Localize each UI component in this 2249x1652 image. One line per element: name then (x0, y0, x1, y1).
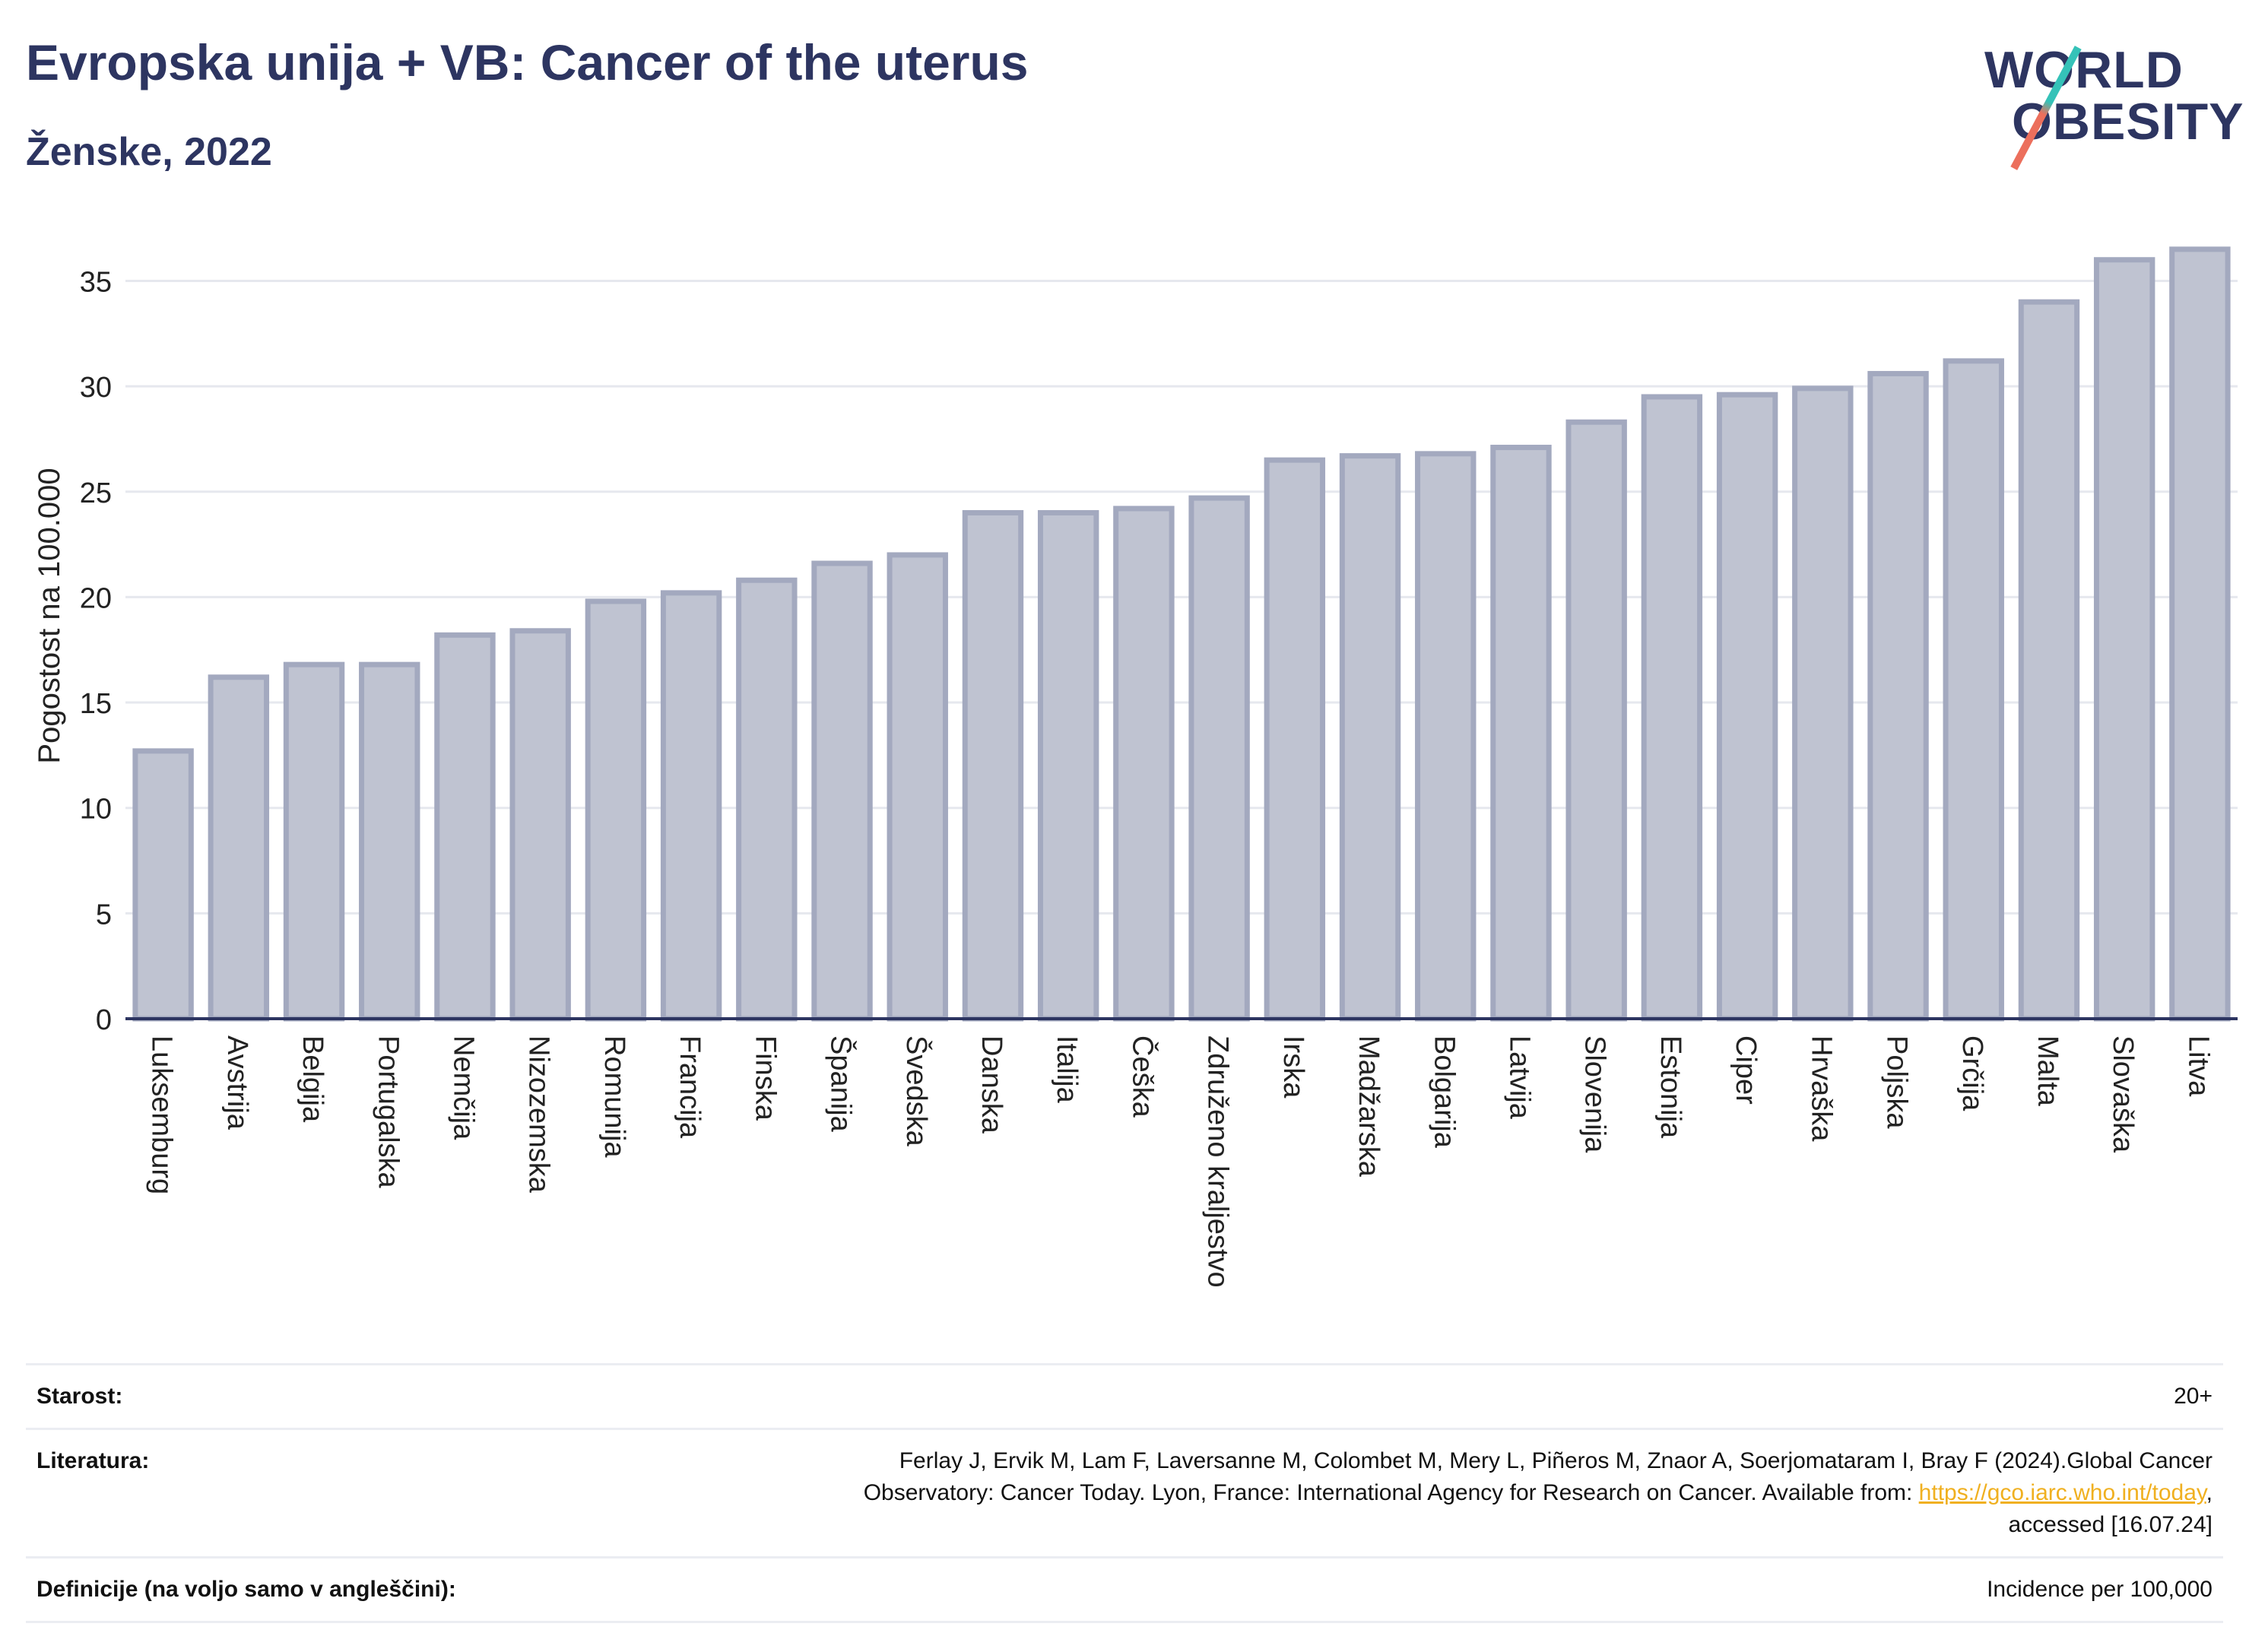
bar (359, 661, 420, 1022)
x-tick-label: Grčija (1956, 1035, 1988, 1111)
bar (132, 748, 194, 1022)
bar (1339, 453, 1401, 1022)
x-tick-label: Avstrija (221, 1035, 253, 1130)
y-tick-label: 30 (80, 372, 112, 404)
x-tick-label: Nemčija (447, 1035, 479, 1140)
bar (2169, 246, 2231, 1022)
bar (1565, 419, 1627, 1022)
bar (736, 577, 798, 1022)
y-axis: 0 5 10 15 20 25 30 35 (80, 266, 112, 1036)
x-tick-label: Estonija (1654, 1035, 1686, 1139)
bar (962, 509, 1024, 1022)
bar (1943, 358, 2004, 1022)
bar-chart: 0 5 10 15 20 25 30 35 Luksemburg Avstrija Belgija… (33, 246, 2238, 1288)
y-tick-label: 15 (80, 688, 112, 720)
definitions-label: Definicije (na voljo samo v angleščini): (36, 1577, 456, 1602)
bar (509, 628, 571, 1022)
info-row-age: Starost: 20+ (26, 1363, 2223, 1428)
x-tick-label: Združeno kraljestvo (1202, 1035, 1234, 1288)
x-tick-label: Slovenija (1579, 1035, 1611, 1153)
x-tick-label: Švedska (900, 1035, 934, 1147)
x-tick-label: Finska (749, 1035, 781, 1121)
bar (1415, 451, 1477, 1022)
logo-word-1: WORLD (1984, 41, 2184, 99)
bar (1716, 392, 1778, 1022)
x-tick-label: Hrvaška (1805, 1035, 1837, 1142)
bar (1188, 495, 1250, 1022)
bar (585, 598, 647, 1022)
bar (1867, 370, 1929, 1022)
x-tick-label: Madžarska (1353, 1035, 1385, 1178)
y-tick-label: 5 (96, 899, 112, 931)
world-obesity-logo: WORLD OBESITY (1984, 30, 2244, 170)
age-value: 20+ (2174, 1384, 2213, 1409)
bar (283, 661, 345, 1022)
x-tick-label: Češka (1126, 1035, 1159, 1118)
bar (660, 590, 722, 1022)
x-tick-label: Poljska (1881, 1035, 1913, 1129)
x-tick-label: Francija (674, 1035, 706, 1139)
bar (1641, 394, 1703, 1022)
x-tick-label: Irska (1277, 1035, 1309, 1099)
x-tick-label: Romunija (598, 1035, 630, 1158)
bar (1264, 457, 1326, 1022)
y-tick-label: 20 (80, 582, 112, 614)
y-axis-label: Pogostost na 100.000 (33, 468, 66, 763)
y-tick-label: 25 (80, 477, 112, 509)
references-value: Ferlay J, Ervik M, Lam F, Laversanne M, … (864, 1445, 2213, 1541)
references-link[interactable]: https://gco.iarc.who.int/today (1918, 1480, 2206, 1505)
x-tick-label: Bolgarija (1428, 1035, 1460, 1149)
bar (887, 552, 948, 1022)
references-line-2-end: , (2206, 1480, 2213, 1505)
x-tick-label: Belgija (297, 1035, 328, 1123)
bar (1792, 385, 1854, 1022)
x-tick-label: Portugalska (372, 1035, 404, 1189)
y-tick-label: 10 (80, 794, 112, 826)
references-line-2-text: Observatory: Cancer Today. Lyon, France:… (863, 1480, 1919, 1505)
x-tick-label: Slovaška (2107, 1035, 2139, 1153)
references-line-1: Ferlay J, Ervik M, Lam F, Laversanne M, … (899, 1448, 2213, 1473)
bar (811, 560, 873, 1022)
bar (1490, 445, 1552, 1022)
info-row-references: Literatura: Ferlay J, Ervik M, Lam F, La… (26, 1428, 2223, 1557)
x-tick-label: Litva (2182, 1035, 2214, 1097)
references-line-3: accessed [16.07.24] (2008, 1512, 2213, 1537)
bar (2018, 299, 2080, 1022)
x-tick-label: Ciper (1730, 1035, 1762, 1105)
x-tick-label: Luksemburg (146, 1035, 178, 1194)
references-label: Literatura: (36, 1448, 150, 1473)
bar (1113, 506, 1175, 1022)
x-tick-label: Malta (2032, 1035, 2063, 1107)
bar (208, 674, 270, 1022)
bars (132, 246, 2231, 1022)
page-subtitle: Ženske, 2022 (26, 130, 272, 174)
x-tick-label: Španija (825, 1035, 858, 1133)
bar (1037, 509, 1099, 1022)
definitions-value: Incidence per 100,000 (1987, 1577, 2213, 1602)
x-tick-label: Nizozemska (523, 1035, 555, 1194)
age-label: Starost: (36, 1384, 123, 1409)
x-tick-label: Latvija (1503, 1035, 1535, 1120)
x-tick-label: Italija (1051, 1035, 1083, 1104)
references-line-2: Observatory: Cancer Today. Lyon, France:… (864, 1477, 2213, 1509)
bar (434, 632, 496, 1022)
page-title: Evropska unija + VB: Cancer of the uteru… (26, 34, 1029, 90)
y-tick-label: 0 (96, 1004, 112, 1036)
info-row-definitions: Definicije (na voljo samo v angleščini):… (26, 1556, 2223, 1623)
y-tick-label: 35 (80, 266, 112, 298)
x-axis: Luksemburg Avstrija Belgija Portugalska Nemč… (125, 1017, 2238, 1288)
x-tick-label: Danska (975, 1035, 1007, 1134)
bar (2093, 257, 2155, 1022)
